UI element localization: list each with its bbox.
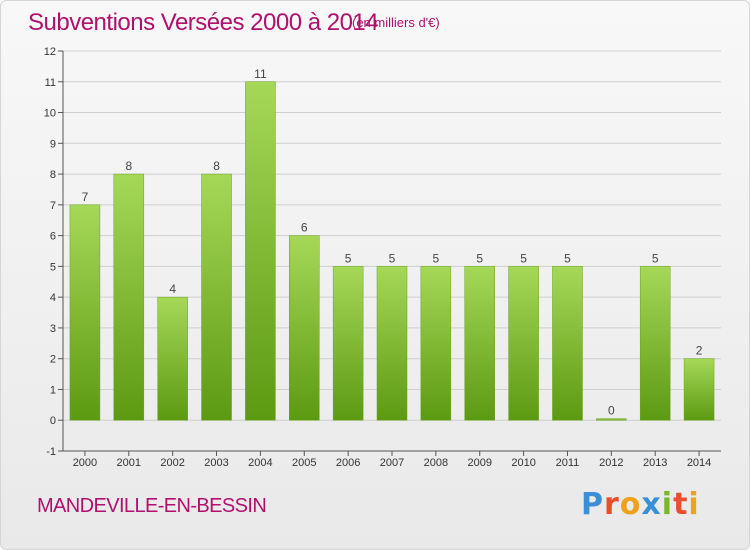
y-tick-label: 6 xyxy=(50,231,56,243)
x-tick-label: 2001 xyxy=(117,457,141,469)
data-label-2004: 11 xyxy=(254,67,267,81)
x-tick-label: 2004 xyxy=(248,457,272,469)
y-tick-label: 1 xyxy=(50,384,56,396)
bar-2008[interactable] xyxy=(420,266,452,421)
x-tick-label: 2009 xyxy=(467,457,491,469)
y-tick-label: 7 xyxy=(50,200,56,212)
data-label-2002: 4 xyxy=(169,282,176,296)
x-tick-label: 2006 xyxy=(336,457,360,469)
bar-2009[interactable] xyxy=(464,266,495,421)
data-label-2007: 5 xyxy=(389,251,396,265)
bar-2005[interactable] xyxy=(289,235,320,421)
y-tick-label: 4 xyxy=(50,292,56,304)
x-tick-label: 2011 xyxy=(556,457,580,469)
data-label-2012: 0 xyxy=(608,404,615,418)
y-tick-label: 9 xyxy=(50,138,56,150)
x-tick-label: 2008 xyxy=(424,457,448,469)
data-label-2010: 5 xyxy=(520,251,527,265)
data-label-2013: 5 xyxy=(652,251,659,265)
data-label-2008: 5 xyxy=(433,251,440,265)
bars xyxy=(69,81,715,421)
x-tick-label: 2002 xyxy=(160,457,184,469)
data-label-2014: 2 xyxy=(696,344,703,358)
y-tick-label: 2 xyxy=(50,354,56,366)
data-label-2005: 6 xyxy=(301,221,308,235)
unit-note: (en milliers d'€) xyxy=(352,15,440,30)
bar-2001[interactable] xyxy=(113,173,145,421)
x-tick-label: 2010 xyxy=(511,457,535,469)
x-tick-label: 2013 xyxy=(643,457,667,469)
x-tick-label: 2005 xyxy=(292,457,316,469)
y-tick-label: -1 xyxy=(46,446,56,458)
data-label-2000: 7 xyxy=(82,190,89,204)
bar-2000[interactable] xyxy=(69,204,101,421)
bar-2013[interactable] xyxy=(639,266,671,421)
proxiti-logo[interactable]: Proxiti xyxy=(581,487,700,522)
data-labels: 7 8 4 8 11 6 5 5 5 5 5 5 0 5 2 xyxy=(82,67,703,418)
bar-2014[interactable] xyxy=(683,358,715,421)
y-tick-label: 12 xyxy=(44,46,56,58)
y-tick-label: 10 xyxy=(44,108,56,120)
data-label-2009: 5 xyxy=(476,251,483,265)
y-tick-label: 11 xyxy=(45,77,56,89)
bar-2010[interactable] xyxy=(508,266,539,421)
bar-2011[interactable] xyxy=(552,266,583,421)
bar-2007[interactable] xyxy=(376,266,408,421)
bar-2002[interactable] xyxy=(157,296,188,421)
x-tick-label: 2012 xyxy=(599,457,623,469)
x-tick-label: 2007 xyxy=(380,457,404,469)
bar-2006[interactable] xyxy=(332,266,364,421)
data-label-2001: 8 xyxy=(125,159,132,173)
y-tick-label: 5 xyxy=(50,261,56,273)
chart-title: Subventions Versées 2000 à 2014 xyxy=(28,9,379,36)
y-tick-label: 8 xyxy=(50,169,56,181)
bar-2003[interactable] xyxy=(201,173,232,421)
commune-name: MANDEVILLE-EN-BESSIN xyxy=(37,495,267,517)
data-label-2011: 5 xyxy=(564,251,571,265)
x-tick-label: 2014 xyxy=(687,457,711,469)
data-label-2006: 5 xyxy=(345,251,352,265)
y-tick-label: 3 xyxy=(50,323,56,335)
x-tick-label: 2003 xyxy=(204,457,228,469)
data-label-2003: 8 xyxy=(213,159,220,173)
bar-2004[interactable] xyxy=(245,81,276,421)
y-tick-label: 0 xyxy=(50,415,56,427)
x-tick-label: 2000 xyxy=(73,457,97,469)
bar-2012[interactable] xyxy=(596,418,627,421)
